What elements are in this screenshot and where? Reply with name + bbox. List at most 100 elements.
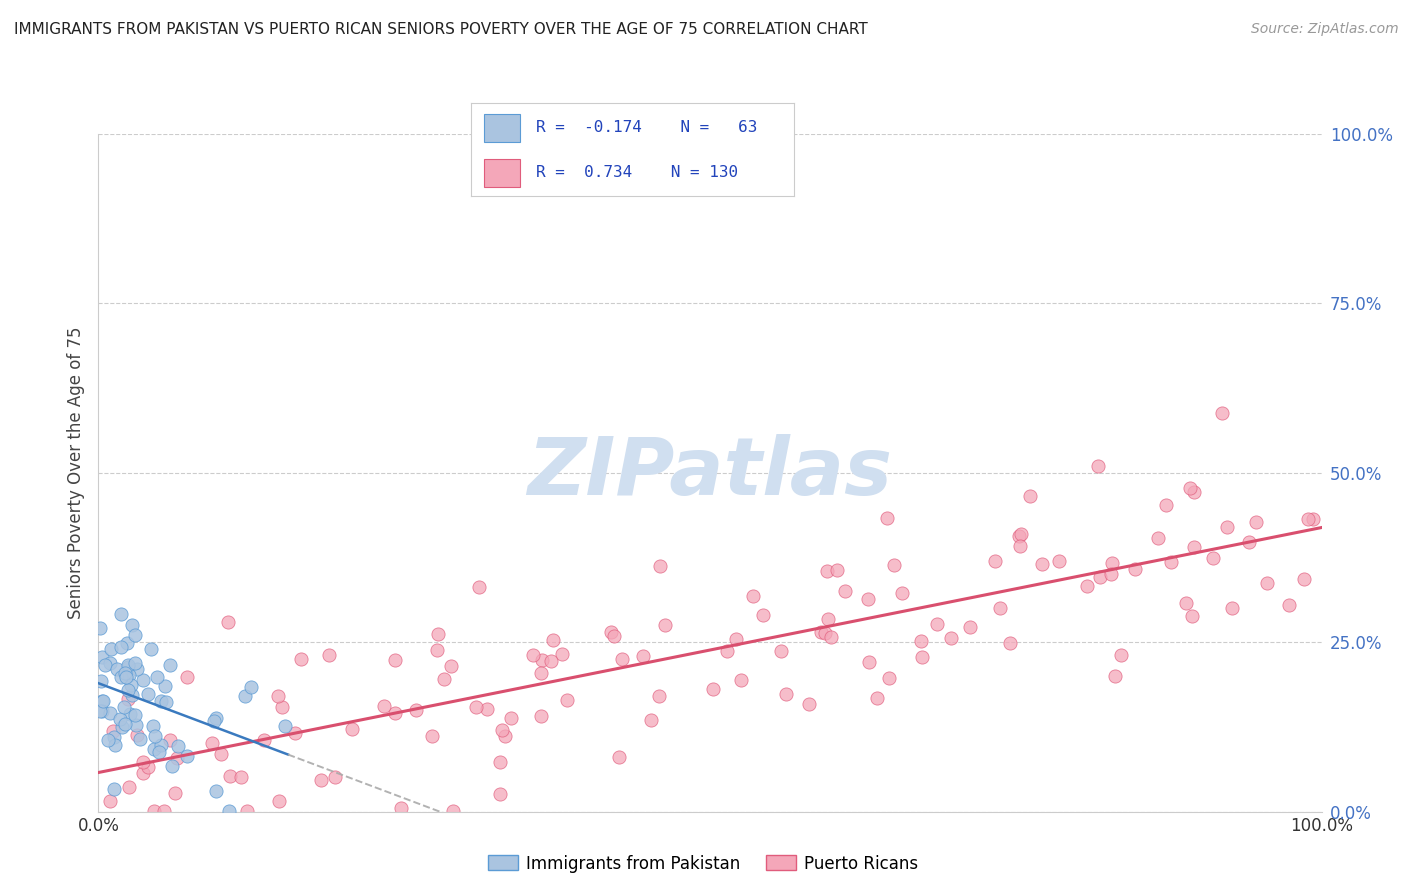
- Point: [159, 733, 181, 747]
- Point: [883, 558, 905, 573]
- Point: [551, 647, 574, 661]
- Point: [1237, 535, 1260, 549]
- Point: [90, 674, 112, 689]
- Point: [489, 788, 512, 802]
- Point: [1302, 512, 1324, 526]
- Point: [775, 687, 797, 701]
- Point: [420, 729, 443, 743]
- Point: [654, 618, 676, 632]
- Point: [817, 612, 839, 626]
- Point: [117, 692, 139, 706]
- Point: [103, 781, 125, 796]
- Point: [202, 714, 225, 729]
- Point: [110, 670, 132, 684]
- Text: ZIPatlas: ZIPatlas: [527, 434, 893, 512]
- Point: [810, 624, 832, 639]
- Point: [145, 670, 167, 684]
- Point: [530, 666, 553, 681]
- Point: [475, 702, 498, 716]
- Point: [284, 725, 307, 739]
- Point: [132, 755, 155, 769]
- Point: [814, 626, 837, 640]
- Point: [488, 755, 510, 769]
- Point: [373, 698, 395, 713]
- Point: [115, 636, 138, 650]
- Point: [1087, 458, 1109, 473]
- Point: [522, 648, 544, 662]
- Point: [540, 654, 562, 668]
- Point: [1018, 489, 1040, 503]
- Point: [769, 644, 792, 658]
- Point: [114, 666, 136, 681]
- Point: [501, 711, 523, 725]
- Point: [143, 729, 166, 743]
- Point: [98, 657, 121, 671]
- Point: [236, 804, 259, 818]
- Point: [959, 620, 981, 634]
- Point: [648, 690, 671, 704]
- Point: [176, 749, 198, 764]
- Point: [229, 770, 252, 784]
- Point: [1175, 596, 1198, 610]
- Point: [148, 745, 170, 759]
- Point: [136, 760, 159, 774]
- Point: [117, 657, 139, 672]
- Point: [817, 564, 839, 578]
- Point: [274, 719, 297, 733]
- Point: [111, 720, 134, 734]
- Point: [98, 794, 121, 808]
- Point: [603, 629, 626, 643]
- Point: [103, 731, 125, 745]
- Point: [858, 655, 880, 669]
- Point: [1201, 551, 1223, 566]
- Text: IMMIGRANTS FROM PAKISTAN VS PUERTO RICAN SENIORS POVERTY OVER THE AGE OF 75 CORR: IMMIGRANTS FROM PAKISTAN VS PUERTO RICAN…: [14, 22, 868, 37]
- Point: [204, 711, 226, 725]
- Point: [1104, 669, 1126, 683]
- Point: [607, 750, 630, 764]
- Point: [143, 741, 166, 756]
- Point: [730, 673, 752, 687]
- Point: [91, 650, 114, 665]
- Point: [162, 758, 184, 772]
- Point: [163, 786, 186, 800]
- Point: [384, 653, 406, 667]
- Point: [389, 801, 412, 815]
- Point: [939, 631, 962, 645]
- Point: [1220, 600, 1243, 615]
- Point: [149, 738, 172, 752]
- Point: [114, 670, 136, 684]
- FancyBboxPatch shape: [484, 159, 520, 187]
- Point: [105, 662, 128, 676]
- Point: [1010, 539, 1032, 553]
- Point: [742, 589, 765, 603]
- Point: [468, 580, 491, 594]
- Point: [1296, 512, 1319, 526]
- Point: [1007, 529, 1029, 543]
- Point: [90, 704, 112, 718]
- Point: [427, 627, 450, 641]
- Point: [631, 648, 654, 663]
- Point: [530, 653, 553, 667]
- Point: [91, 694, 114, 708]
- Point: [716, 644, 738, 658]
- Point: [1088, 569, 1111, 583]
- Point: [610, 652, 633, 666]
- Point: [725, 632, 748, 647]
- Point: [1010, 527, 1032, 541]
- Point: [233, 689, 256, 703]
- Point: [799, 697, 821, 711]
- Point: [155, 695, 177, 709]
- Point: [1244, 515, 1267, 529]
- Point: [890, 585, 912, 599]
- Point: [702, 682, 724, 697]
- Point: [166, 751, 188, 765]
- Point: [100, 641, 122, 656]
- Point: [108, 712, 131, 726]
- Text: R =  0.734    N = 130: R = 0.734 N = 130: [536, 165, 738, 180]
- Point: [866, 691, 889, 706]
- Point: [751, 607, 773, 622]
- Point: [1178, 481, 1201, 495]
- Point: [104, 739, 127, 753]
- Point: [205, 784, 228, 798]
- Point: [1031, 557, 1053, 571]
